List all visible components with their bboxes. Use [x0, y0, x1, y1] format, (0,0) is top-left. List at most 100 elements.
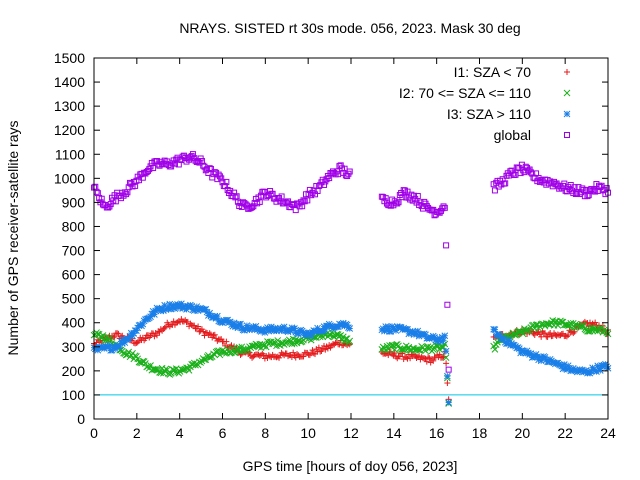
legend: I1: SZA < 70 I2: 70 <= SZA <= 110 I3: SZA … — [399, 64, 571, 143]
series-1-point-d2 — [235, 344, 243, 351]
series-0-point — [319, 345, 326, 352]
series-1-point-d2 — [587, 324, 595, 331]
series-1-point-d2 — [291, 340, 298, 347]
series-1-point — [152, 366, 160, 373]
series-1-point-d2 — [537, 320, 545, 328]
series-3-point-box — [590, 187, 597, 194]
series-0-point — [261, 355, 268, 362]
series-1-point-d2 — [274, 337, 282, 344]
series-1-point-d2 — [342, 335, 350, 343]
series-3-point — [590, 187, 597, 194]
series-2-point-d2 — [596, 367, 604, 374]
series-3-point — [491, 187, 498, 194]
series-1-point-d2 — [580, 322, 587, 330]
series-0-point — [294, 351, 301, 358]
series-1-point — [235, 344, 243, 351]
series-3-point — [256, 198, 263, 205]
series-3-point — [410, 192, 417, 199]
series-3-point — [346, 168, 353, 175]
series-1-point-d2 — [135, 358, 143, 366]
series-2-point — [214, 312, 221, 320]
series-0-point — [186, 323, 193, 330]
y-tick-label: 0 — [77, 411, 85, 427]
series-1-point-d2 — [226, 349, 234, 357]
series-0-point — [538, 333, 545, 340]
series-1-point — [563, 321, 571, 329]
series-1-point-d2 — [593, 325, 600, 333]
series-2-point-d2 — [230, 319, 238, 327]
x-tick-label: 14 — [386, 425, 402, 441]
series-3-point-box — [440, 203, 447, 210]
series-0-point — [554, 331, 561, 338]
x-tick-label: 20 — [515, 425, 531, 441]
series-3-point — [304, 197, 311, 204]
series-3-point-box — [444, 301, 451, 308]
series-2-point — [442, 347, 450, 355]
series-3-point-box — [278, 193, 285, 200]
series-0-point — [396, 353, 403, 360]
series-1-point — [346, 337, 354, 345]
series-1-point-d2 — [514, 328, 522, 335]
series-1-point-d2 — [569, 319, 577, 327]
series-0-point — [249, 354, 256, 361]
series-0-point — [170, 318, 177, 325]
series-0-point — [142, 335, 149, 342]
series-1-point-d2 — [248, 342, 256, 350]
series-1-point-d2 — [526, 327, 533, 335]
series-1-point-d2 — [106, 334, 113, 342]
series-2-point — [440, 336, 447, 344]
series-3-point — [189, 151, 196, 158]
series-3-point — [394, 200, 401, 207]
series-3-point — [404, 188, 411, 195]
series-1-point-d2 — [522, 326, 530, 334]
series-1-point-d2 — [224, 345, 231, 353]
series-3-point — [571, 184, 578, 191]
series-3-point — [399, 194, 406, 201]
series-3-point-box — [445, 366, 452, 373]
series-3-point-box — [218, 175, 225, 182]
series-1-point — [185, 367, 193, 374]
series-0-point — [211, 331, 218, 338]
series-0-point — [161, 324, 168, 331]
series-1-point-d2 — [392, 341, 400, 349]
series-0-point — [321, 342, 328, 349]
series-1-point — [342, 335, 350, 343]
series-2-point-d2 — [560, 361, 568, 368]
series-0-point — [111, 333, 118, 340]
series-0-point — [288, 354, 295, 361]
plot-area — [90, 151, 612, 407]
series-3-point-box — [441, 204, 448, 211]
series-1-point — [291, 340, 298, 347]
series-0-point — [592, 319, 599, 326]
series-0-point — [135, 337, 142, 344]
series-1-point-d2 — [415, 346, 423, 354]
series-0-point — [276, 354, 283, 361]
x-tick-label: 16 — [429, 425, 445, 441]
series-0-point — [553, 332, 560, 339]
series-3-point-box — [206, 165, 213, 172]
series-0-point — [330, 340, 337, 347]
series-1-point-d2 — [253, 341, 261, 349]
series-0-point — [310, 350, 317, 357]
y-tick-label: 100 — [62, 387, 86, 403]
series-2-point-d2 — [346, 325, 354, 332]
series-2-point-d2 — [243, 322, 251, 329]
series-1-point-d2 — [185, 367, 193, 374]
series-3-point — [278, 193, 285, 200]
series-3-point — [171, 160, 178, 167]
series-2-point — [441, 332, 449, 340]
series-2 — [90, 300, 612, 406]
series-2-point-d2 — [383, 326, 391, 334]
legend-label-3: global — [494, 127, 531, 143]
series-3-point-box — [394, 200, 401, 207]
series-1-point-d2 — [442, 354, 450, 361]
series-1-point — [390, 342, 397, 349]
series-0-point — [436, 351, 443, 358]
series-0-point — [151, 333, 158, 340]
series-3-point — [414, 193, 421, 200]
series-1-point-d2 — [438, 344, 446, 351]
series-0-point — [156, 328, 163, 335]
series-3-point-box — [189, 151, 196, 158]
series-3-point-box — [321, 181, 328, 188]
